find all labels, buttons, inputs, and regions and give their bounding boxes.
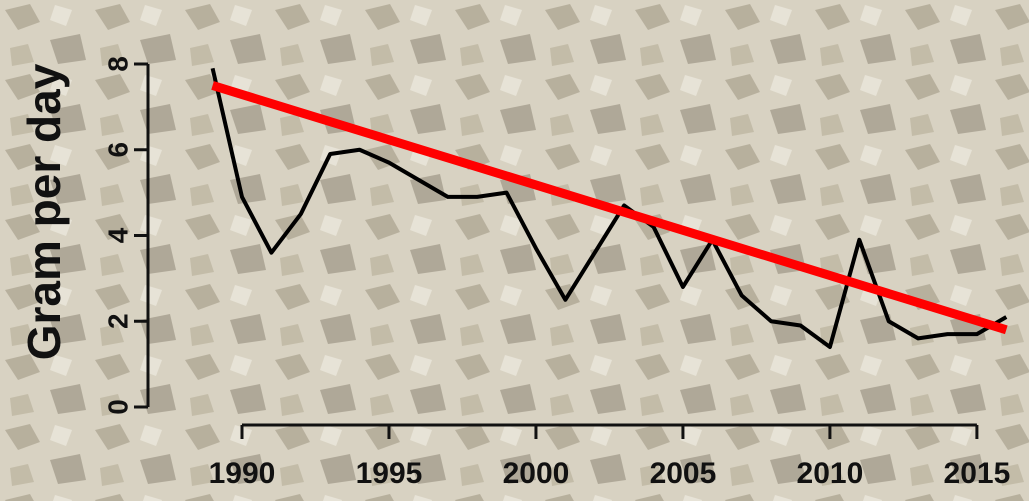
y-tick-label: 0: [102, 399, 133, 415]
x-tick-label: 2010: [797, 457, 864, 490]
y-tick-label: 8: [102, 56, 133, 72]
x-tick-label: 2005: [650, 457, 717, 490]
x-tick-label: 2015: [944, 457, 1011, 490]
x-tick-label: 1995: [356, 457, 423, 490]
x-tick-label: 1990: [209, 457, 276, 490]
page: {"chart_data": { "type": "line", "y_labe…: [0, 0, 1029, 501]
x-tick-label: 2000: [503, 457, 570, 490]
y-axis-label: Gram per day: [18, 63, 70, 360]
y-tick-label: 2: [102, 313, 133, 329]
y-tick-label: 4: [102, 227, 133, 243]
chart: Gram per day 0 2 4 6 8 1990 1995 2000 2005 2010 20…: [0, 0, 1029, 501]
y-tick-label: 6: [102, 142, 133, 158]
